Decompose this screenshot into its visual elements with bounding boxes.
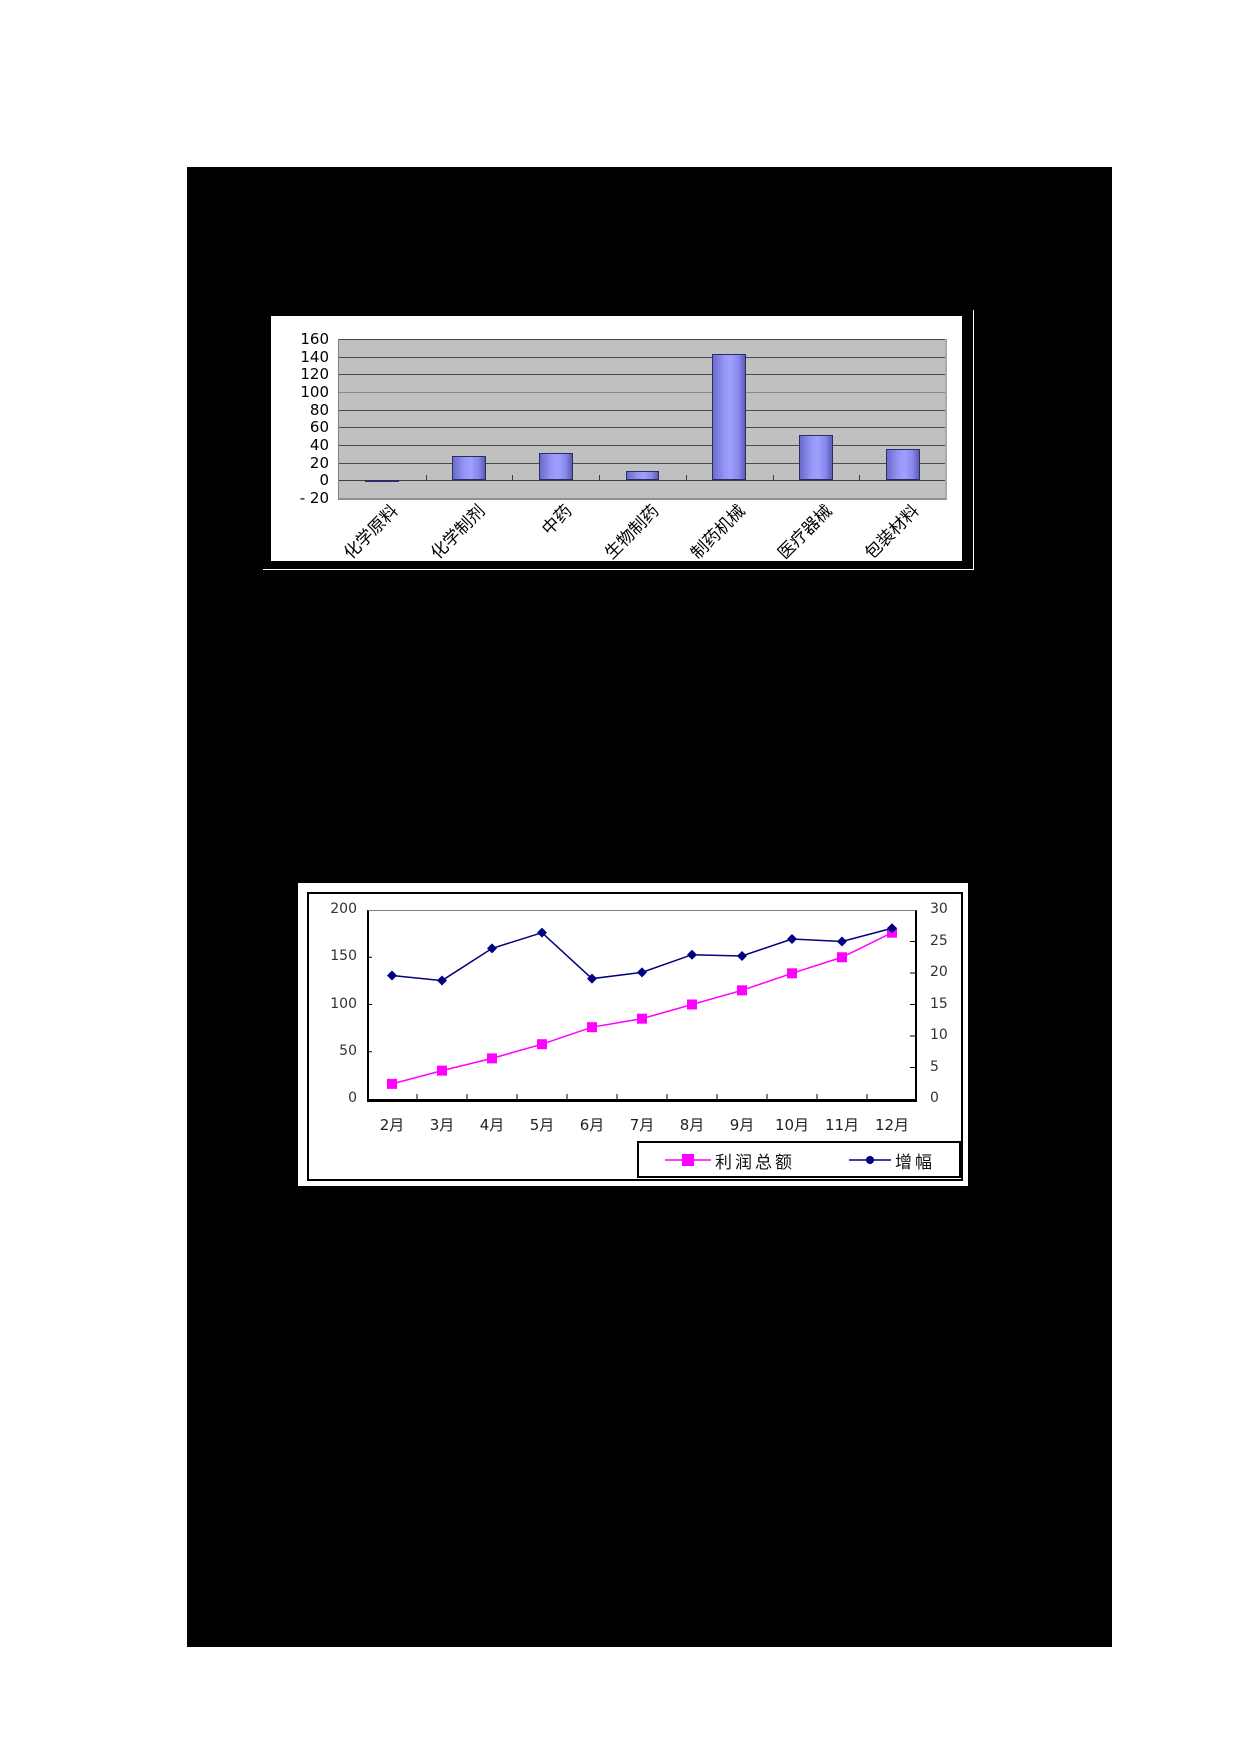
right-axis-tick-label: 30 — [930, 901, 948, 917]
bar — [365, 480, 400, 483]
legend-item-profit: 利润总额 — [665, 1150, 795, 1173]
x-axis-label: 9月 — [729, 1116, 755, 1134]
legend-label-profit: 利润总额 — [715, 1152, 795, 1173]
x-axis-label: 2月 — [379, 1116, 405, 1134]
left-axis-tick-label: 150 — [330, 948, 357, 965]
bar — [452, 456, 486, 481]
category-label: 生物制药 — [600, 501, 663, 564]
left-axis-tick-label: 0 — [348, 1090, 357, 1106]
line-chart-frame — [307, 892, 963, 1181]
right-axis-tick-label: 5 — [930, 1058, 939, 1075]
x-tick — [512, 475, 514, 481]
y-tick-label: 80 — [309, 400, 329, 419]
y-tick-label: 0 — [319, 471, 329, 490]
y-tick-label: 20 — [309, 453, 329, 472]
left-axis-tick-label: 50 — [339, 1042, 357, 1059]
right-axis-tick-label: 15 — [930, 995, 948, 1012]
y-tick-label: - 20 — [299, 489, 329, 507]
gridline — [339, 339, 945, 340]
x-axis-label: 7月 — [629, 1116, 655, 1134]
bar — [885, 448, 920, 481]
x-tick — [772, 475, 774, 481]
zero-baseline — [339, 480, 945, 482]
y-tick-label: 140 — [300, 347, 329, 366]
left-axis-tick-label: 100 — [330, 995, 357, 1012]
category-label: 化学制剂 — [427, 501, 490, 564]
category-label: 制药机械 — [687, 501, 750, 564]
gridline — [339, 392, 945, 393]
y-tick-label: 120 — [300, 365, 329, 384]
gridline — [339, 356, 945, 358]
right-axis-tick-label: 0 — [930, 1090, 939, 1106]
x-axis-label: 10月 — [774, 1116, 810, 1134]
category-label: 中药 — [538, 501, 577, 540]
x-axis-label: 8月 — [679, 1116, 705, 1134]
category-label: 包装材料 — [860, 501, 924, 564]
y-tick-label: 160 — [300, 330, 329, 348]
x-tick — [425, 475, 427, 481]
gridline — [339, 409, 945, 411]
x-axis-label: 12月 — [874, 1116, 910, 1134]
diamond-marker-icon — [849, 1156, 891, 1164]
line-chart-series — [367, 923, 915, 1099]
legend-item-growth: 增幅 — [849, 1150, 935, 1173]
x-axis-label: 6月 — [579, 1116, 605, 1134]
bar — [538, 452, 573, 481]
gridline — [339, 462, 945, 464]
x-axis-label: 5月 — [529, 1116, 555, 1134]
y-tick-label: 100 — [300, 383, 329, 401]
category-label: 医疗器械 — [774, 501, 837, 564]
bar-chart: 160 140 120 100 80 60 40 20 0- 20 化学原料 化学制剂 中药 生物制药… — [271, 316, 962, 564]
category-label: 化学原料 — [340, 501, 403, 564]
right-axis-tick-label: 10 — [930, 1027, 948, 1043]
left-axis-tick-label: 200 — [330, 901, 357, 917]
line-chart-legend: 利润总额 增幅 — [637, 1141, 961, 1178]
x-tick — [859, 475, 861, 481]
right-axis-tick-label: 20 — [930, 964, 948, 980]
gridline — [339, 445, 945, 446]
x-tick — [685, 475, 687, 481]
x-tick — [599, 475, 601, 481]
y-tick-label: 40 — [309, 436, 329, 454]
bar-chart-frame-line — [263, 569, 974, 570]
bar — [625, 470, 660, 481]
gridline — [339, 427, 945, 429]
legend-label-growth: 增幅 — [895, 1152, 935, 1173]
line-chart-plot-area — [367, 910, 917, 1102]
bar-chart-frame-line — [973, 310, 974, 570]
x-axis-label: 11月 — [824, 1116, 860, 1134]
right-axis-tick-label: 25 — [930, 932, 948, 949]
bar-chart-plot-area — [338, 339, 947, 500]
square-marker-icon — [665, 1154, 711, 1166]
bar — [712, 354, 747, 481]
line-chart: 200 150 100 50 0 30 25 20 15 10 5 0 2月 3月 4月 5月 6月 7月 8月… — [298, 883, 968, 1186]
y-tick-label: 60 — [309, 418, 329, 437]
x-axis-label: 4月 — [479, 1116, 505, 1134]
bar — [799, 435, 833, 481]
x-axis-label: 3月 — [429, 1116, 455, 1134]
gridline — [339, 374, 945, 376]
